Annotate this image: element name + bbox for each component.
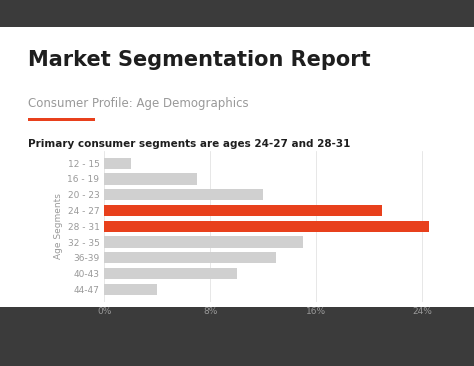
Bar [104, 252, 276, 264]
Bar [104, 268, 237, 279]
Text: Market Segmentation Report: Market Segmentation Report [28, 50, 371, 70]
Bar [104, 173, 197, 184]
Text: Consumer Profile: Age Demographics: Consumer Profile: Age Demographics [28, 97, 249, 111]
Y-axis label: Age Segments: Age Segments [54, 193, 63, 259]
Bar [104, 236, 303, 248]
Bar [104, 221, 428, 232]
Bar [104, 205, 382, 216]
Bar [104, 189, 263, 201]
Bar [104, 284, 157, 295]
Text: Primary consumer segments are ages 24-27 and 28-31: Primary consumer segments are ages 24-27… [28, 139, 351, 149]
Bar [104, 157, 131, 169]
